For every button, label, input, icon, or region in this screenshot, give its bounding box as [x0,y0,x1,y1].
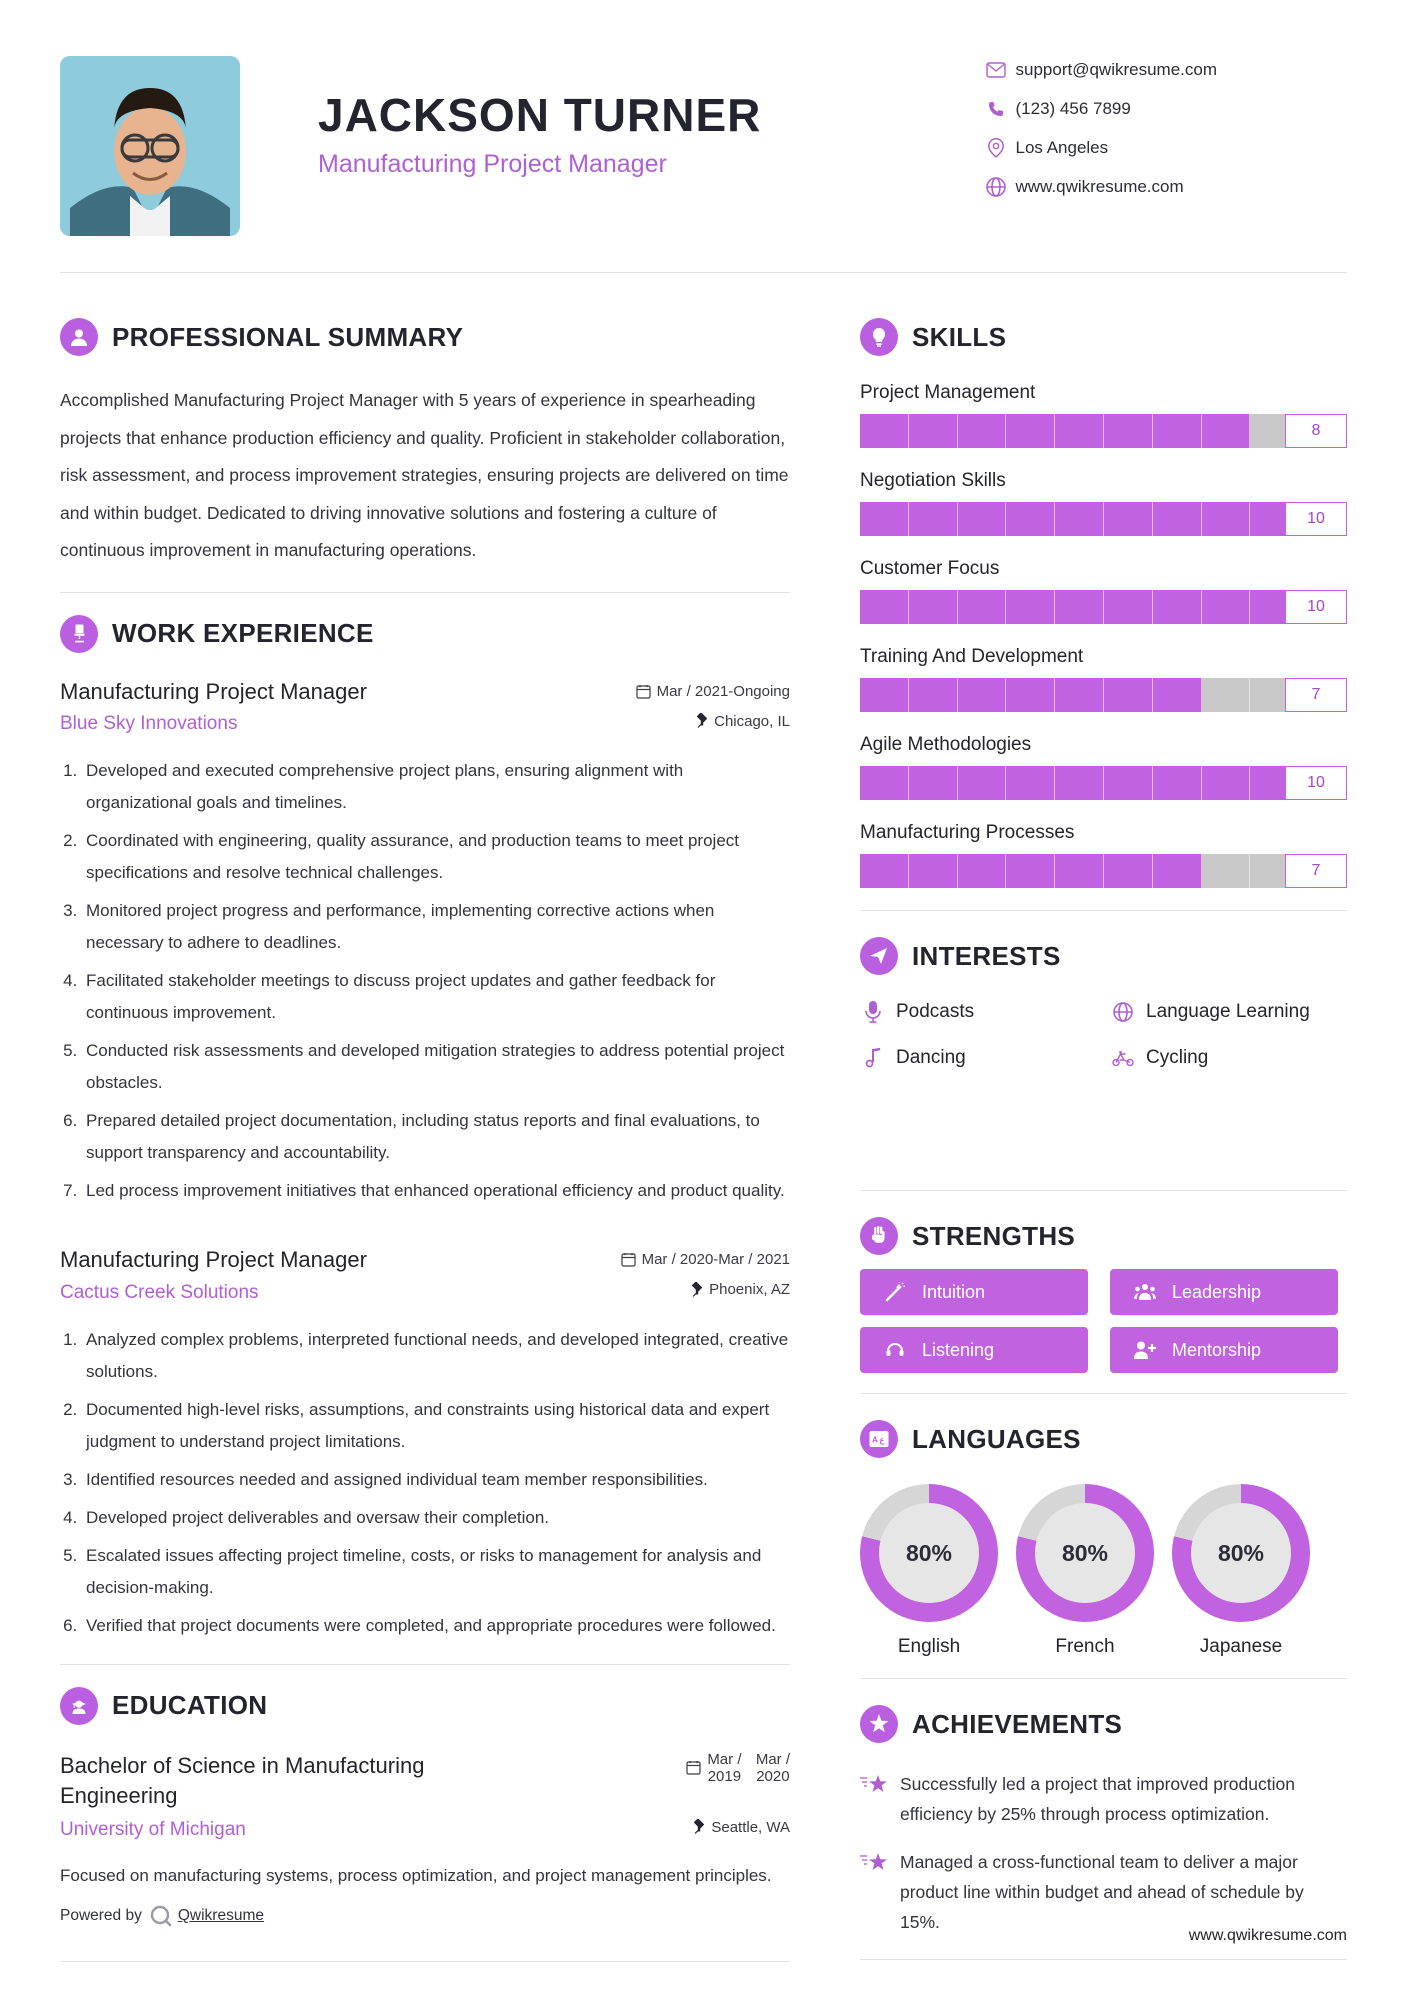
svg-text:A: A [872,1436,878,1445]
svg-text:ع: ع [880,1436,885,1446]
